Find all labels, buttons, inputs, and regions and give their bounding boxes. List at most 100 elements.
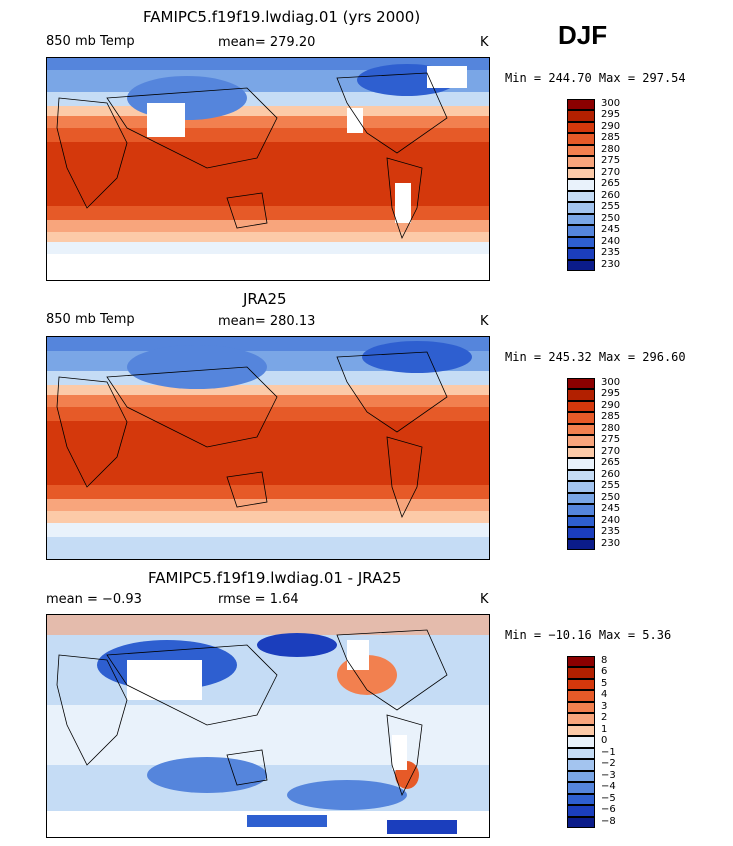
panel-1-title: FAMIPC5.f19f19.lwdiag.01 (yrs 2000) [143,8,421,26]
colorbar-swatch [567,167,595,180]
panel-1-variable-label: 850 mb Temp [46,34,135,49]
colorbar-label: −2 [601,758,616,770]
panel-2-colorbar: 300 295 290 285 280 275 270 265 260 255 250 245 240 2… [567,377,620,550]
colorbar-swatch [567,400,595,413]
colorbar-label: 275 [601,434,621,446]
panel-3-map [46,614,490,838]
colorbar-label: 5 [601,677,608,689]
colorbar-swatch [567,446,595,459]
panel-1-colorbar: 300 295 290 285 280 275 270 265 260 255 250 245 240 2… [567,98,620,271]
panel-2-units: K [480,314,489,329]
panel-1-units: K [480,35,489,50]
colorbar-label: 3 [601,700,608,712]
colorbar-label: 2 [601,712,608,724]
panel-3-title: FAMIPC5.f19f19.lwdiag.01 - JRA25 [148,569,402,587]
colorbar-label: 285 [601,132,621,144]
colorbar-swatch [567,793,595,806]
colorbar-label: 255 [601,480,621,492]
colorbar-swatch [567,492,595,505]
colorbar-swatch [567,770,595,783]
colorbar-label: 270 [601,445,621,457]
colorbar-swatch [567,259,595,271]
colorbar-swatch [567,469,595,482]
colorbar-swatch [567,515,595,528]
colorbar-label: 1 [601,723,608,735]
colorbar-label: 275 [601,155,621,167]
colorbar-label: 300 [601,98,621,109]
colorbar-label: 240 [601,514,621,526]
colorbar-label: 285 [601,411,621,423]
colorbar-label: 250 [601,212,621,224]
colorbar-label: 270 [601,166,621,178]
colorbar-swatch [567,701,595,714]
colorbar-label: 300 [601,377,621,388]
colorbar-label: 235 [601,526,621,538]
colorbar-label: 240 [601,235,621,247]
colorbar-label: −5 [601,792,616,804]
panel-1-range: Min = 244.70 Max = 297.54 [505,71,686,85]
colorbar-label: 245 [601,503,621,515]
colorbar-label: 4 [601,689,608,701]
colorbar-swatch [567,782,595,794]
colorbar-label: 260 [601,468,621,480]
colorbar-swatch [567,667,595,679]
colorbar-swatch [567,378,595,390]
colorbar-label: 245 [601,224,621,236]
colorbar-swatch [567,816,595,828]
colorbar-swatch [567,248,595,260]
colorbar-label: 260 [601,189,621,201]
panel-1-map [46,57,490,281]
panel-1-map-svg [47,58,489,280]
colorbar-label: 280 [601,143,621,155]
panel-2-title: JRA25 [243,290,287,308]
colorbar-swatch [567,144,595,157]
colorbar-swatch [567,202,595,214]
panel-3-rmse: rmse = 1.64 [218,592,299,607]
colorbar-swatch [567,225,595,237]
colorbar-label: −3 [601,769,616,781]
panel-3-units: K [480,592,489,607]
colorbar-swatch [567,678,595,691]
colorbar-swatch [567,412,595,424]
colorbar-swatch [567,179,595,191]
colorbar-label: 235 [601,247,621,259]
colorbar-swatch [567,656,595,668]
colorbar-swatch [567,724,595,737]
panel-3-mean: mean = −0.93 [46,592,142,607]
colorbar-swatch [567,423,595,436]
colorbar-label: 6 [601,666,608,678]
colorbar-label: 0 [601,735,608,747]
colorbar-swatch [567,736,595,748]
colorbar-swatch [567,236,595,249]
panel-2-mean: mean= 280.13 [218,314,316,329]
colorbar-label: −1 [601,746,616,758]
colorbar-swatch [567,805,595,817]
panel-1-mean: mean= 279.20 [218,35,316,50]
colorbar-label: −4 [601,781,616,793]
colorbar-swatch [567,156,595,168]
colorbar-swatch [567,99,595,111]
colorbar-swatch [567,190,595,203]
colorbar-swatch [567,538,595,550]
season-label: DJF [558,20,608,50]
colorbar-swatch [567,504,595,516]
colorbar-swatch [567,435,595,447]
panel-2-range: Min = 245.32 Max = 296.60 [505,350,686,364]
panel-3-colorbar: 8 6 5 4 3 2 1 0 −1 −2 −3 −4 −5 −6 −8 [567,655,616,828]
colorbar-label: −6 [601,804,616,816]
colorbar-label: 255 [601,201,621,213]
colorbar-swatch [567,713,595,725]
colorbar-swatch [567,481,595,493]
panel-2-map [46,336,490,560]
panel-3-map-svg [47,615,489,837]
colorbar-label: 290 [601,399,621,411]
colorbar-swatch [567,690,595,702]
colorbar-label: 265 [601,178,621,190]
colorbar-swatch [567,759,595,771]
colorbar-label: 290 [601,120,621,132]
colorbar-label: 8 [601,655,608,666]
colorbar-label: 230 [601,258,621,270]
colorbar-swatch [567,133,595,145]
colorbar-label: 250 [601,491,621,503]
colorbar-label: 265 [601,457,621,469]
